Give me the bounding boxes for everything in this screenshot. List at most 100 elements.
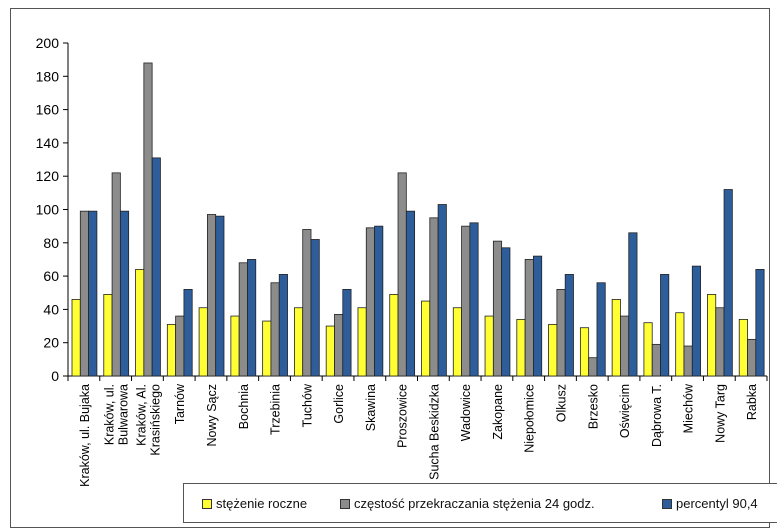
bar-exceedance	[302, 229, 312, 377]
bar-percentile	[310, 239, 320, 377]
bar-exceedance	[397, 172, 407, 377]
x-category-label: Skawina	[364, 384, 378, 431]
bar-annual	[103, 294, 113, 377]
bar-annual	[198, 307, 208, 377]
bar-exceedance	[365, 227, 375, 377]
y-tick-label: 20	[43, 335, 59, 351]
x-category-label: Niepołomice	[523, 384, 537, 453]
x-category-label: Gorlice	[332, 384, 346, 424]
bar-exceedance	[715, 307, 725, 377]
bar-exceedance	[238, 262, 248, 377]
x-category-label: Brzesko	[586, 384, 600, 429]
x-category-label: Sucha Beskidzka	[427, 384, 441, 480]
x-category-label: Kraków, Al.	[134, 384, 148, 446]
bar-annual	[675, 312, 685, 377]
bar-exceedance	[175, 315, 185, 377]
bar-annual	[262, 320, 272, 377]
bar-exceedance	[588, 357, 598, 377]
x-category-label: Tarnów	[173, 383, 187, 424]
bar-annual	[579, 327, 590, 377]
bar-exceedance	[747, 338, 757, 377]
bar-annual	[484, 315, 494, 377]
bar-percentile	[660, 274, 670, 377]
x-category-label: Olkusz	[554, 384, 568, 422]
x-category-label: Dąbrowa T.	[650, 384, 664, 447]
x-category-label: Rabka	[745, 384, 759, 420]
bar-annual	[421, 300, 431, 377]
bar-annual	[452, 307, 462, 377]
legend-swatch-1	[340, 498, 350, 509]
bar-percentile	[119, 210, 130, 377]
x-category-label: Proszowice	[396, 384, 410, 448]
bar-annual	[707, 294, 717, 377]
x-category-label: Nowy Targ	[713, 384, 727, 443]
y-tick-label: 160	[36, 102, 60, 118]
bar-percentile	[374, 225, 384, 377]
bar-annual	[738, 318, 748, 377]
y-tick-label: 100	[36, 202, 60, 218]
y-tick-label: 200	[36, 35, 60, 51]
legend-item-1: częstość przekraczania stężenia 24 godz.	[340, 496, 595, 511]
x-category-label: Tuchów	[300, 383, 314, 427]
bar-percentile	[628, 232, 638, 377]
bar-percentile	[755, 269, 765, 377]
bar-exceedance	[206, 214, 217, 377]
bar-percentile	[88, 210, 98, 377]
bar-exceedance	[620, 315, 630, 377]
y-tick-label: 60	[43, 268, 59, 284]
bar-exceedance	[492, 240, 503, 377]
legend-label-2: percentyl 90,4	[676, 496, 758, 511]
bar-annual	[294, 307, 304, 377]
x-category-label: Zakopane	[491, 384, 505, 440]
bar-percentile	[342, 289, 352, 377]
bar-annual	[71, 299, 81, 377]
bar-percentile	[501, 247, 511, 377]
legend-swatch-2	[662, 498, 672, 509]
bar-percentile	[278, 274, 288, 377]
bar-exceedance	[270, 282, 280, 377]
x-category-label: Kraków, ul. Bujaka	[78, 384, 92, 487]
bar-annual	[357, 307, 367, 377]
bar-percentile	[469, 222, 479, 377]
x-category-label: Krasińskiego	[148, 384, 162, 456]
y-tick-label: 40	[43, 301, 59, 317]
bar-annual	[643, 322, 653, 377]
x-category-label: Trzebinia	[269, 384, 283, 435]
bar-exceedance	[143, 62, 153, 377]
y-tick-label: 0	[51, 368, 59, 384]
bar-annual	[389, 294, 399, 377]
bar-annual	[516, 318, 526, 377]
bar-annual	[230, 315, 240, 377]
bar-percentile	[564, 274, 574, 377]
y-tick-label: 140	[36, 135, 60, 151]
bar-percentile	[183, 289, 193, 377]
bar-annual	[166, 323, 177, 377]
bar-percentile	[533, 255, 543, 377]
bar-percentile	[151, 157, 161, 377]
bar-annual	[135, 269, 145, 377]
bar-percentile	[691, 265, 701, 377]
bar-annual	[325, 325, 335, 377]
bar-annual	[611, 299, 621, 377]
x-category-label: Bulwarowa	[117, 384, 131, 445]
bar-percentile	[247, 259, 257, 377]
chart-frame	[10, 8, 770, 528]
bar-annual	[548, 323, 558, 377]
bar-exceedance	[429, 217, 439, 377]
y-tick-label: 180	[36, 68, 60, 84]
y-tick-label: 80	[43, 235, 59, 251]
bar-exceedance	[683, 345, 693, 377]
bar-percentile	[596, 282, 606, 377]
chart-legend: stężenie roczne częstość przekraczania s…	[183, 483, 777, 523]
bar-exceedance	[334, 313, 344, 377]
bar-exceedance	[524, 259, 534, 377]
bar-exceedance	[461, 225, 471, 377]
legend-swatch-0	[202, 498, 212, 509]
bar-exceedance	[79, 210, 90, 377]
x-category-label: Oświęcim	[618, 384, 632, 438]
bar-percentile	[215, 215, 225, 377]
x-category-label: Kraków, ul.	[103, 384, 117, 445]
x-category-label: Nowy Sącz	[205, 384, 219, 447]
bar-percentile	[405, 210, 416, 377]
x-category-label: Miechów	[682, 383, 696, 433]
